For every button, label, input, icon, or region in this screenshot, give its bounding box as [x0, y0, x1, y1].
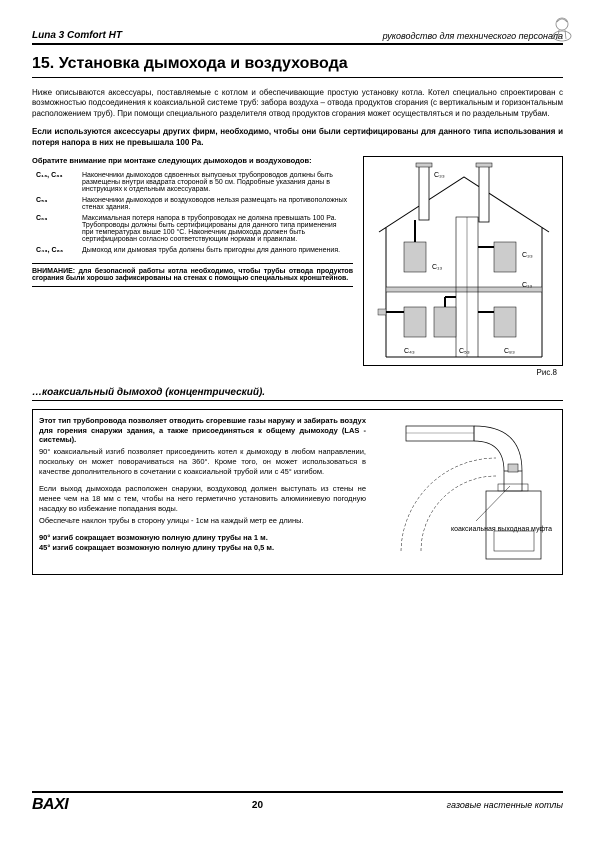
brand-logo: BAXI — [32, 796, 68, 814]
svg-text:C₄₃: C₄₃ — [404, 348, 415, 355]
coaxial-diagram: коаксиальная выходная муфта — [376, 416, 556, 568]
coax-label: коаксиальная выходная муфта — [451, 526, 552, 534]
spec-heading: Обратите внимание при монтаже следующих … — [32, 156, 353, 165]
doc-type: руководство для технического персонала — [383, 31, 563, 41]
svg-text:C₁₃: C₁₃ — [432, 264, 442, 271]
table-row: C₁₃, C₃₃Наконечники дымоходов сдвоенных … — [34, 171, 351, 194]
warning-box: ВНИМАНИЕ: для безопасной работы котла не… — [32, 263, 353, 287]
box-text: Если выход дымохода расположен снаружи, … — [39, 484, 366, 513]
box-text: Обеспечьте наклон трубы в сторону улицы … — [39, 516, 366, 526]
specs-column: Обратите внимание при монтаже следующих … — [32, 156, 353, 377]
box-text: 45° изгиб сокращает возможную полную дли… — [39, 543, 366, 553]
table-row: C₅₃Наконечники дымоходов и воздуховодов … — [34, 196, 351, 212]
section-title: 15. Установка дымохода и воздуховода — [32, 55, 563, 78]
sub-heading: …коаксиальный дымоход (концентрический). — [32, 387, 563, 401]
footer-category: газовые настенные котлы — [447, 800, 563, 810]
brand-icon — [549, 14, 575, 44]
model-name: Luna 3 Comfort HT — [32, 30, 122, 41]
table-row: C₆₃Максимальная потеря напора в трубопро… — [34, 214, 351, 244]
page-header: Luna 3 Comfort HT руководство для технич… — [32, 30, 563, 45]
box-text: 90° изгиб сокращает возможную полную дли… — [39, 533, 366, 543]
spec-table: C₁₃, C₃₃Наконечники дымоходов сдвоенных … — [32, 169, 353, 257]
page-footer: BAXI 20 газовые настенные котлы — [32, 791, 563, 814]
figure-label: Рис.8 — [363, 368, 563, 377]
box-text: Этот тип трубопровода позволяет отводить… — [39, 416, 366, 445]
box-text: 90° коаксиальный изгиб позволяет присоед… — [39, 447, 366, 476]
intro-paragraph-1: Ниже описываются аксессуары, поставляемы… — [32, 88, 563, 119]
intro-paragraph-2: Если используются аксессуары других фирм… — [32, 127, 563, 148]
svg-text:C₈₃: C₈₃ — [504, 348, 515, 355]
page-number: 20 — [252, 800, 263, 811]
svg-text:C₅₃: C₅₃ — [459, 348, 470, 355]
svg-text:C₃₃: C₃₃ — [434, 172, 445, 179]
coaxial-box: Этот тип трубопровода позволяет отводить… — [32, 409, 563, 575]
house-diagram: C₃₃ C₃₃ C₁₃ C₁₃ C₄₃ C₅₃ C₈₃ — [363, 156, 563, 366]
table-row: C₄₃, C₈₃Дымоход или дымовая труба должны… — [34, 246, 351, 255]
svg-text:C₃₃: C₃₃ — [522, 252, 533, 259]
svg-text:C₁₃: C₁₃ — [522, 282, 532, 289]
